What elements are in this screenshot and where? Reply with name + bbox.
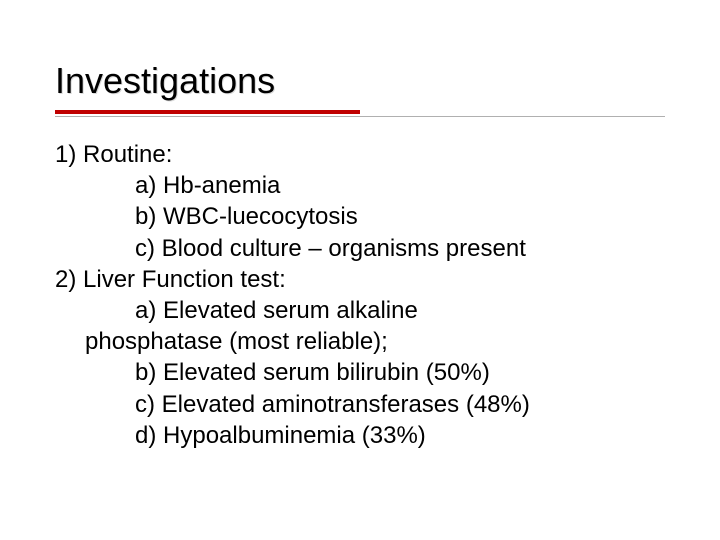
title-underline: [55, 110, 665, 117]
slide: Investigations 1) Routine: a) Hb-anemia …: [0, 0, 720, 540]
list-item: 2) Liver Function test:: [55, 264, 665, 295]
slide-body: 1) Routine: a) Hb-anemia b) WBC-luecocyt…: [55, 139, 665, 451]
list-item: a) Elevated serum alkaline: [55, 295, 665, 326]
slide-title: Investigations: [55, 60, 665, 102]
list-item: a) Hb-anemia: [55, 170, 665, 201]
red-underline: [55, 110, 360, 114]
list-item: phosphatase (most reliable);: [55, 326, 665, 357]
list-item: d) Hypoalbuminemia (33%): [55, 420, 665, 451]
list-item: c) Blood culture – organisms present: [55, 233, 665, 264]
list-item: 1) Routine:: [55, 139, 665, 170]
list-item: c) Elevated aminotransferases (48%): [55, 389, 665, 420]
gray-underline: [55, 116, 665, 117]
list-item: b) WBC-luecocytosis: [55, 201, 665, 232]
list-item: b) Elevated serum bilirubin (50%): [55, 357, 665, 388]
